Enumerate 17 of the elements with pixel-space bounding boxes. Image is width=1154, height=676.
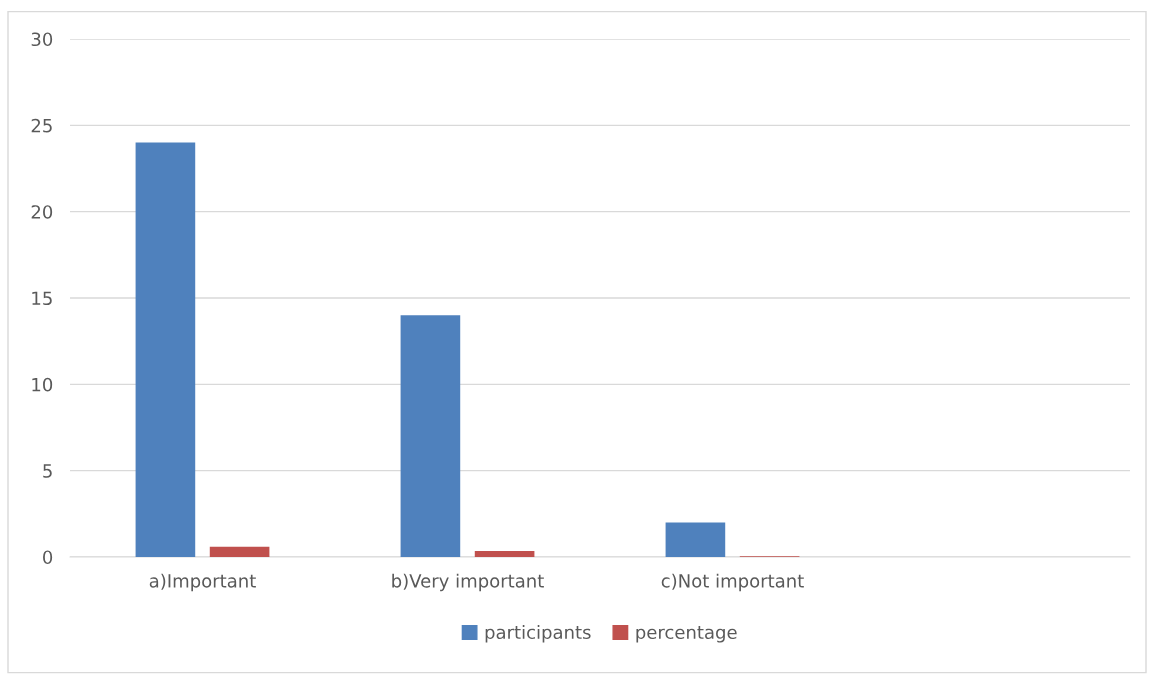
bar xyxy=(665,522,726,557)
x-tick-label: a)Important xyxy=(149,573,256,592)
bar xyxy=(400,315,461,557)
bar xyxy=(135,142,196,557)
y-tick-label: 25 xyxy=(31,118,52,133)
x-tick-label: b)Very important xyxy=(392,573,544,592)
y-tick-label: 10 xyxy=(32,377,53,392)
y-tick-label: 15 xyxy=(32,291,52,306)
legend-label: participants xyxy=(485,625,591,643)
y-tick-label: 0 xyxy=(43,550,53,565)
x-tick-label: c)Not important xyxy=(661,573,804,592)
bar xyxy=(474,550,535,557)
legend-label: percentage xyxy=(636,626,737,643)
y-tick-label: 30 xyxy=(31,32,53,47)
bar xyxy=(209,546,270,557)
y-tick-label: 5 xyxy=(43,464,52,478)
y-tick-label: 20 xyxy=(31,205,53,219)
